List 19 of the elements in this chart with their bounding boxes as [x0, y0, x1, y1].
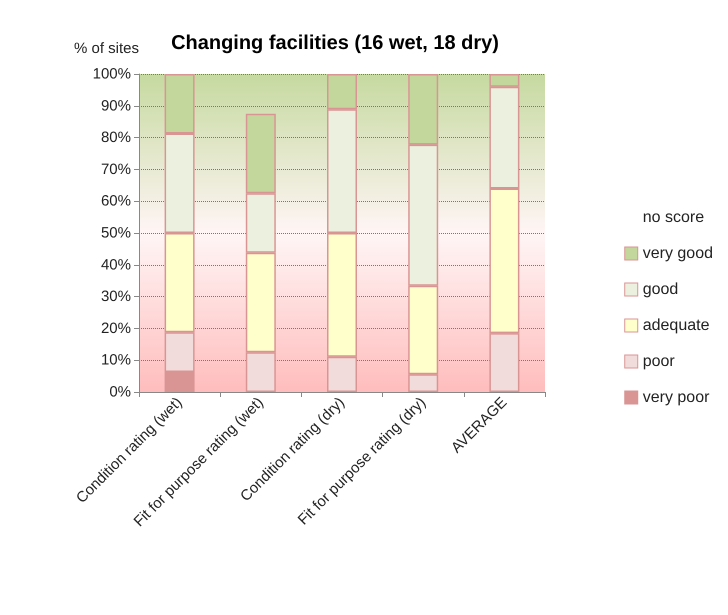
y-tick-label: 100% [92, 66, 131, 82]
text: no score [642, 209, 704, 226]
y-tick-label: 90% [100, 97, 131, 114]
y-tick-label: 50% [100, 224, 131, 242]
legend-label: poor [642, 353, 676, 370]
y-tick-label: 30% [100, 288, 131, 306]
legend-label: very good [642, 245, 713, 262]
y-tick-label: 10% [100, 352, 131, 369]
y-tick-label: 0% [109, 384, 131, 400]
y-tick-label: 70% [100, 160, 131, 178]
y-tick-label: 80% [100, 129, 131, 146]
y-tick-label: 60% [100, 192, 131, 210]
legend-label: good [642, 281, 678, 298]
y-axis-title: % of sites [74, 40, 139, 57]
y-tick-label: 40% [100, 256, 131, 274]
y-tick-label: 20% [100, 320, 131, 337]
legend-label: adequate [642, 317, 710, 334]
legend-label: very poor [642, 389, 710, 406]
chart-title: Changing facilities (16 wet, 18 dry) [171, 32, 499, 54]
